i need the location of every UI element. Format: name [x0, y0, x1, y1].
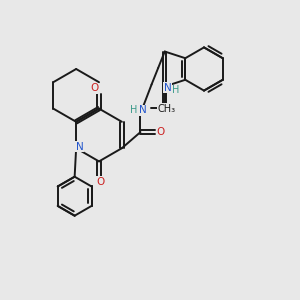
Text: H: H: [172, 85, 180, 95]
Text: N: N: [76, 142, 84, 152]
Text: O: O: [96, 177, 105, 187]
Text: H: H: [130, 106, 138, 116]
Text: N: N: [139, 106, 147, 116]
Text: N: N: [164, 83, 172, 93]
Text: O: O: [157, 127, 165, 137]
Text: O: O: [90, 83, 99, 93]
Text: CH₃: CH₃: [157, 104, 176, 114]
